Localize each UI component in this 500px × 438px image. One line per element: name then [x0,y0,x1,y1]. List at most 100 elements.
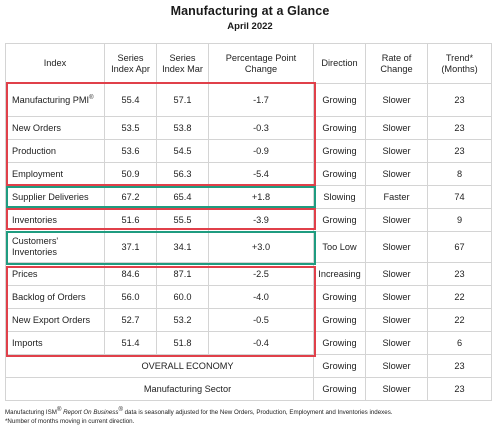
rate-value: Slower [365,262,428,286]
rate-value: Slower [365,208,428,232]
trend-value: 23 [427,139,492,163]
direction-value: Growing [313,208,366,232]
rate-value: Slower [365,116,428,140]
summary-direction-value: Growing [313,354,366,378]
direction-value: Growing [313,139,366,163]
table-row: Backlog of Orders 56.0 60.0 -4.0 Growing Slow… [5,285,492,309]
series-mar-value: 65.4 [156,185,209,209]
direction-value: Growing [313,285,366,309]
index-name: Customers' Inventories [5,231,105,263]
summary-rate-value: Slower [365,354,428,378]
index-name: Backlog of Orders [5,285,105,309]
series-mar-value: 60.0 [156,285,209,309]
trend-value: 6 [427,331,492,355]
page-subtitle: April 2022 [227,21,273,32]
pp-change-value: -2.5 [208,262,314,286]
trend-value: 8 [427,162,492,186]
index-name: Manufacturing PMI® [5,83,105,117]
series-apr-value: 53.6 [104,139,157,163]
series-apr-value: 50.9 [104,162,157,186]
series-apr-value: 51.4 [104,331,157,355]
direction-value: Growing [313,83,366,117]
table-header-row: Index Series Index Apr Series Index Mar … [5,43,492,84]
table-row: Imports 51.4 51.8 -0.4 Growing Slower 6 [5,331,492,355]
series-mar-value: 51.8 [156,331,209,355]
series-apr-value: 52.7 [104,308,157,332]
series-mar-value: 56.3 [156,162,209,186]
header-trend: Trend* (Months) [427,43,492,84]
rate-value: Slower [365,308,428,332]
direction-value: Slowing [313,185,366,209]
index-name: Prices [5,262,105,286]
footnote-line-1: Manufacturing ISM® Report On Business® d… [5,407,393,417]
header-index: Index [5,43,105,84]
series-mar-value: 55.5 [156,208,209,232]
indexes-table: Index Series Index Apr Series Index Mar … [5,43,492,401]
table-row: Employment 50.9 56.3 -5.4 Growing Slower 8 [5,162,492,186]
index-name: Supplier Deliveries [5,185,105,209]
direction-value: Growing [313,308,366,332]
rate-value: Faster [365,185,428,209]
trend-value: 9 [427,208,492,232]
series-apr-value: 55.4 [104,83,157,117]
index-name: New Orders [5,116,105,140]
trend-value: 22 [427,285,492,309]
series-mar-value: 87.1 [156,262,209,286]
summary-trend-value: 23 [427,377,492,401]
footnote-line-2: *Number of months moving in current dire… [5,417,135,425]
summary-rate-value: Slower [365,377,428,401]
pp-change-value: +1.8 [208,185,314,209]
series-apr-value: 53.5 [104,116,157,140]
header-pp-change: Percentage Point Change [208,43,314,84]
series-mar-value: 53.8 [156,116,209,140]
table-row: Inventories 51.6 55.5 -3.9 Growing Slower 9 [5,208,492,232]
series-mar-value: 53.2 [156,308,209,332]
series-apr-value: 67.2 [104,185,157,209]
series-mar-value: 54.5 [156,139,209,163]
summary-trend-value: 23 [427,354,492,378]
series-apr-value: 51.6 [104,208,157,232]
summary-row: OVERALL ECONOMY Growing Slower 23 [5,354,492,378]
direction-value: Growing [313,116,366,140]
pp-change-value: +3.0 [208,231,314,263]
summary-label: OVERALL ECONOMY [5,354,314,378]
index-name: Production [5,139,105,163]
direction-value: Growing [313,331,366,355]
trend-value: 74 [427,185,492,209]
rate-value: Slower [365,139,428,163]
pp-change-value: -5.4 [208,162,314,186]
pp-change-value: -0.5 [208,308,314,332]
summary-label: Manufacturing Sector [5,377,314,401]
direction-value: Too Low [313,231,366,263]
table-row: Prices 84.6 87.1 -2.5 Increasing Slower 23 [5,262,492,286]
series-apr-value: 37.1 [104,231,157,263]
series-mar-value: 57.1 [156,83,209,117]
direction-value: Growing [313,162,366,186]
rate-value: Slower [365,231,428,263]
header-series-apr: Series Index Apr [104,43,157,84]
pp-change-value: -0.9 [208,139,314,163]
pp-change-value: -1.7 [208,83,314,117]
pp-change-value: -0.3 [208,116,314,140]
header-series-mar: Series Index Mar [156,43,209,84]
index-name: Employment [5,162,105,186]
summary-direction-value: Growing [313,377,366,401]
rate-value: Slower [365,331,428,355]
trend-value: 23 [427,262,492,286]
table-row: Manufacturing PMI® 55.4 57.1 -1.7 Growing Slo… [5,83,492,117]
index-name: Inventories [5,208,105,232]
direction-value: Increasing [313,262,366,286]
rate-value: Slower [365,285,428,309]
header-direction: Direction [313,43,366,84]
footnote: Manufacturing ISM® Report On Business® d… [5,406,497,426]
series-apr-value: 84.6 [104,262,157,286]
trend-value: 23 [427,83,492,117]
page-title: Manufacturing at a Glance [170,4,330,18]
trend-value: 22 [427,308,492,332]
index-name: New Export Orders [5,308,105,332]
table-row: Production 53.6 54.5 -0.9 Growing Slower 23 [5,139,492,163]
trend-value: 67 [427,231,492,263]
summary-row: Manufacturing Sector Growing Slower 23 [5,377,492,401]
table-row: New Orders 53.5 53.8 -0.3 Growing Slower 23 [5,116,492,140]
header-rate: Rate of Change [365,43,428,84]
